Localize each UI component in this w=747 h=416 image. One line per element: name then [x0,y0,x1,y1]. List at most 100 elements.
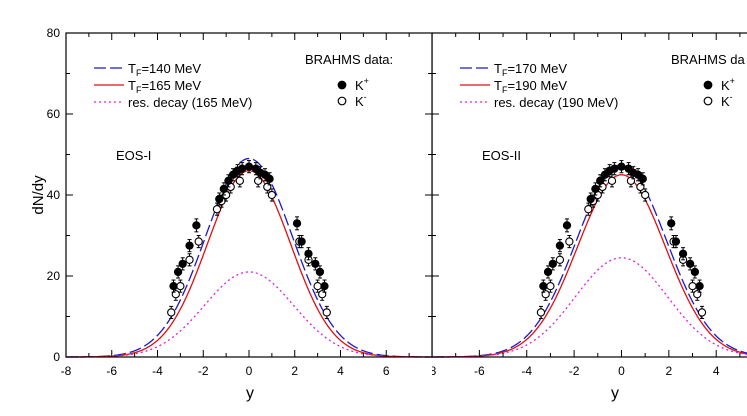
x-tick-label: -4 [152,364,163,378]
k-minus-point [194,235,203,249]
k-plus-point [596,174,605,188]
x-tick-label: 2 [665,364,672,378]
k-plus-point [667,216,676,231]
eos-annotation: EOS-I [116,148,151,163]
k-plus-point [543,265,553,279]
data-legend-marker [337,96,347,106]
y-tick-label: 40 [47,188,61,202]
k-plus-point [315,265,325,279]
series-line-3 [432,257,747,358]
k-plus-point [297,235,306,249]
k-minus-point [313,279,322,293]
x-tick-label: 4 [713,364,720,378]
k-plus-point [690,265,700,279]
k-plus-point [678,247,688,261]
legend-label: res. decay (190 MeV) [494,95,618,110]
y-tick-label: 60 [47,107,61,121]
k-minus-point [167,305,176,320]
x-tick-label: 2 [291,364,298,378]
k-plus-point [610,162,619,176]
k-plus-point [178,257,187,271]
data-legend-label: K+ [721,76,735,93]
x-tick-label: 0 [246,364,253,378]
data-legend-title: BRAHMS da [671,52,745,67]
x-axis-label: y [246,385,254,402]
k-minus-point [565,235,574,249]
k-plus-point [215,192,224,206]
k-plus-point [586,192,595,206]
plot-frame [65,32,433,358]
k-minus-point [176,279,185,293]
data-legend-marker [703,96,713,106]
k-plus-point [185,239,194,253]
y-tick-label: 80 [47,26,61,40]
k-plus-point [304,247,313,261]
k-plus-point [548,257,557,271]
k-plus-point [638,172,647,186]
k-plus-point [671,235,681,249]
k-plus-point [686,257,695,271]
k-plus-point [311,257,320,271]
series-line-2 [66,170,432,358]
k-plus-point [292,216,302,231]
y-tick-label: 20 [47,269,61,283]
data-legend-label: K- [721,92,733,109]
data-legend-label: K+ [355,76,369,93]
k-plus-point [265,172,274,186]
k-plus-point [539,279,548,293]
x-tick-label: 0 [618,364,625,378]
k-plus-point [224,174,233,188]
legend-label: TF=190 MeV [494,78,567,95]
data-legend-marker [703,80,713,90]
series-line-1 [66,157,432,358]
legend-label: TF=165 MeV [128,78,201,95]
x-tick-label: 4 [337,364,344,378]
y-axis-label: dN/dy [30,175,47,215]
k-plus-point [173,265,183,279]
x-tick-label: -6 [106,364,117,378]
k-plus-point [555,239,565,253]
legend-label: res. decay (165 MeV) [128,95,252,110]
k-minus-point [641,188,650,202]
k-plus-point [617,160,626,174]
k-plus-point [169,279,178,293]
series-line-1 [432,163,747,358]
legend-label: TF=170 MeV [494,61,567,78]
k-plus-point [695,279,704,293]
data-legend-label: K- [355,92,367,109]
k-minus-point [607,174,617,188]
eos-annotation: EOS-II [482,148,521,163]
k-minus-point [235,174,244,188]
k-minus-point [546,279,555,293]
x-tick-label: -6 [474,364,485,378]
data-legend-marker [337,80,347,90]
k-plus-point [320,279,329,293]
k-minus-point [267,188,277,202]
x-tick-label: -2 [198,364,209,378]
k-minus-point [212,202,222,216]
x-tick-label: 8 [430,364,437,378]
k-minus-point [322,305,331,320]
k-minus-point [536,305,546,320]
series-line-2 [432,174,747,358]
series-line-3 [66,271,432,358]
x-tick-label: 6 [383,364,390,378]
data-legend-title: BRAHMS data: [305,52,393,67]
x-tick-label: -2 [569,364,580,378]
plot-frame [432,32,747,358]
k-plus-point [562,218,572,233]
x-axis-label: y [611,385,619,402]
k-minus-point [584,202,593,216]
x-tick-label: -8 [61,364,72,378]
k-plus-point [244,160,254,174]
y-tick-label: 0 [53,350,60,364]
legend-label: TF=140 MeV [128,61,201,78]
k-plus-point [192,218,201,233]
x-tick-label: -4 [521,364,532,378]
k-plus-point [219,182,228,196]
k-minus-point [697,305,707,320]
k-minus-point [185,253,194,267]
